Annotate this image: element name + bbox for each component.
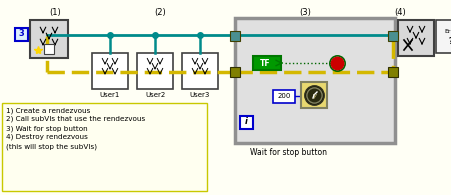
Text: (1): (1) bbox=[49, 8, 61, 17]
Text: y: y bbox=[312, 93, 316, 99]
Bar bbox=[253, 56, 281, 70]
Text: ?!: ?! bbox=[448, 37, 451, 46]
Text: User1: User1 bbox=[100, 92, 120, 98]
Bar bbox=[2, 103, 207, 191]
Bar bbox=[15, 28, 28, 41]
Text: 1) Create a rendezvous
2) Call subVIs that use the rendezvous
3) Wait for stop b: 1) Create a rendezvous 2) Call subVIs th… bbox=[6, 107, 145, 150]
Text: 3: 3 bbox=[18, 29, 24, 38]
Text: i: i bbox=[244, 118, 248, 127]
Text: (3): (3) bbox=[299, 8, 311, 17]
Bar bbox=[273, 90, 295, 103]
Bar bbox=[230, 31, 240, 41]
Bar bbox=[436, 20, 451, 53]
Text: User3: User3 bbox=[190, 92, 210, 98]
Text: (2): (2) bbox=[154, 8, 166, 17]
Bar bbox=[301, 82, 327, 108]
Text: Wait for stop button: Wait for stop button bbox=[250, 148, 327, 157]
Bar bbox=[235, 18, 395, 143]
Text: User2: User2 bbox=[145, 92, 165, 98]
Bar bbox=[44, 44, 54, 54]
Bar bbox=[30, 20, 68, 58]
Text: TF: TF bbox=[260, 58, 271, 67]
Bar bbox=[137, 53, 173, 89]
Text: (4): (4) bbox=[394, 8, 406, 17]
Bar bbox=[182, 53, 218, 89]
Text: 200: 200 bbox=[277, 93, 291, 99]
Bar bbox=[388, 31, 398, 41]
Bar bbox=[240, 116, 253, 129]
Text: Error: Error bbox=[445, 29, 451, 34]
Bar bbox=[92, 53, 128, 89]
Bar bbox=[388, 67, 398, 77]
Bar bbox=[230, 67, 240, 77]
Bar bbox=[398, 20, 434, 56]
